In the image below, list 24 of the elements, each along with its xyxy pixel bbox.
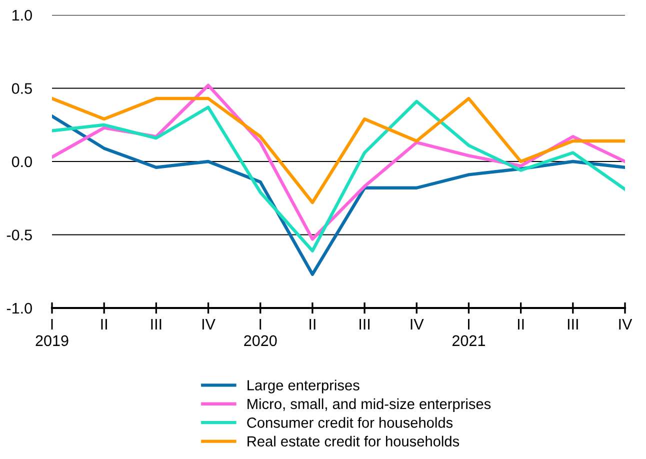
y-tick-label: -0.5 xyxy=(6,230,32,240)
line-series xyxy=(52,114,625,276)
x-tick-label: II xyxy=(518,318,524,330)
x-tick-label: I 2021 xyxy=(452,318,485,346)
x-tick-label: III xyxy=(360,318,370,330)
x-tick-label: I 2020 xyxy=(244,318,277,346)
x-tick-label: III xyxy=(151,318,162,330)
legend-label: Consumer credit for households xyxy=(247,417,453,428)
legend-label: Large enterprises xyxy=(248,380,360,394)
x-tick-label: IV xyxy=(619,318,632,330)
y-tick-label: -1.0 xyxy=(6,302,32,314)
x-tick-label: IV xyxy=(410,318,424,330)
legend-label: Micro, small, and mid-size enterprises xyxy=(248,398,491,412)
line-series xyxy=(52,100,625,252)
x-tick-label: I 2019 xyxy=(36,318,68,346)
y-tick-label: 0.5 xyxy=(12,83,32,94)
x-tick-label: II xyxy=(310,318,316,330)
y-tick-label: 0.0 xyxy=(12,156,32,168)
y-tick-label: 1.0 xyxy=(12,10,32,21)
x-tick-label: IV xyxy=(202,318,216,330)
x-tick-label: III xyxy=(568,318,578,330)
line-series xyxy=(52,96,625,204)
legend-label: Real estate credit for households xyxy=(248,436,460,447)
x-tick-label: II xyxy=(101,318,107,330)
